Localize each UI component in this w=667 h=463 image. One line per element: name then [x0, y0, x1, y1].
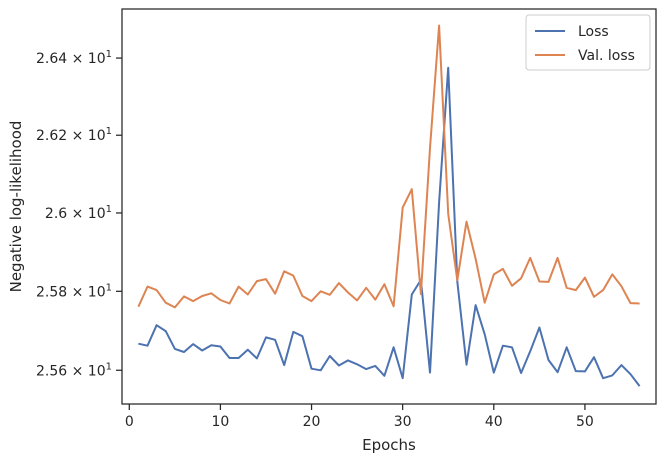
x-axis-ticks: 0 10 20 30 40 50 [125, 404, 594, 430]
plot-frame [121, 8, 657, 405]
legend-label-loss: Loss [578, 24, 609, 40]
y-tick-label: 2.58 × 101 [36, 282, 112, 300]
y-tick-label: 2.56 × 101 [36, 361, 112, 379]
x-tick-label: 10 [212, 414, 230, 430]
legend-box [525, 14, 651, 71]
legend: Loss Val. loss [525, 14, 651, 71]
x-axis-label: Epochs [362, 436, 416, 454]
x-tick-label: 40 [485, 414, 503, 430]
y-axis-ticks: 2.56 × 101 2.58 × 101 2.6 × 101 2.62 × 101 2… [36, 49, 122, 379]
x-tick-label: 30 [394, 414, 412, 430]
legend-label-val-loss: Val. loss [578, 48, 635, 64]
x-tick-label: 0 [125, 414, 134, 430]
series-line-loss [138, 66, 641, 387]
y-tick-label: 2.64 × 101 [36, 49, 112, 67]
series-line-val-loss [137, 24, 640, 309]
plot-lines [137, 24, 641, 387]
x-tick-label: 50 [576, 414, 594, 430]
x-tick-label: 20 [303, 414, 321, 430]
y-tick-label: 2.62 × 101 [36, 126, 112, 144]
y-tick-label: 2.6 × 101 [45, 204, 112, 222]
y-axis-label: Negative log-likelihood [7, 121, 25, 293]
